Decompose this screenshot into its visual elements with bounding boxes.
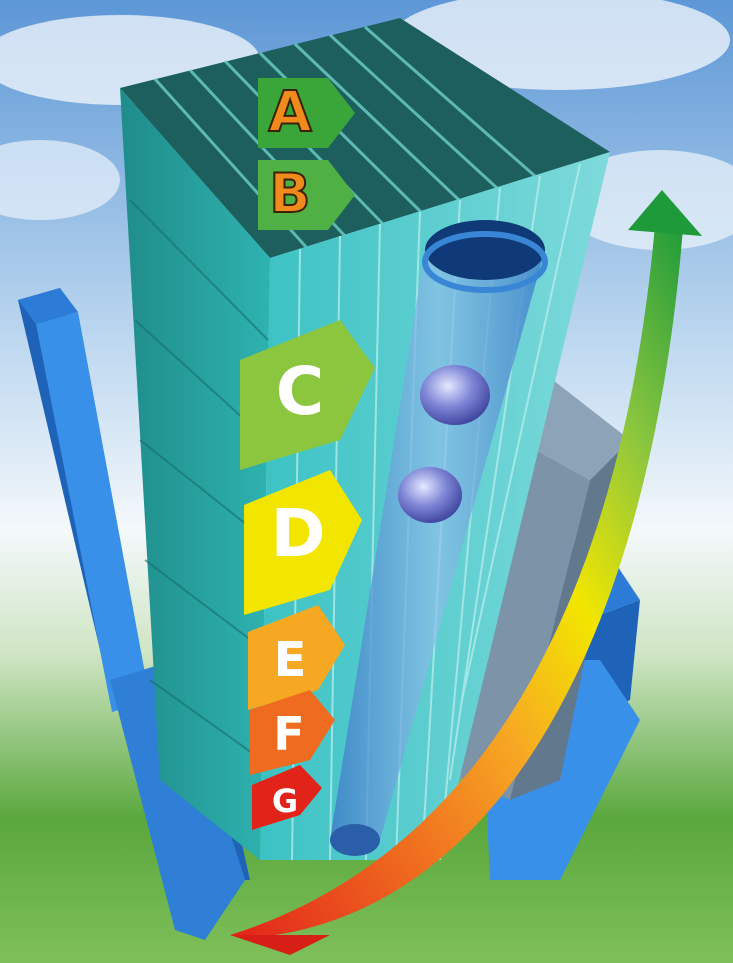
energy-label-f: F xyxy=(250,690,335,775)
label-tag-g xyxy=(252,765,322,830)
energy-label-g: G xyxy=(252,765,322,830)
label-letter-b: B xyxy=(269,162,310,225)
label-letter-a: A xyxy=(268,80,312,145)
energy-label-b: B xyxy=(258,160,355,230)
label-letter-e: E xyxy=(274,632,307,688)
label-tag-b xyxy=(258,160,355,230)
energy-label-d: D xyxy=(244,470,362,615)
label-letter-g: G xyxy=(272,782,298,820)
label-tag-c xyxy=(240,320,375,470)
energy-label-e: E xyxy=(248,605,345,710)
efficiency-arrow-icon xyxy=(230,190,702,955)
sphere-lower xyxy=(398,467,462,523)
energy-label-a: A xyxy=(258,78,355,148)
sphere-upper xyxy=(420,365,490,425)
label-tag-e xyxy=(248,605,345,710)
tower-left-face xyxy=(120,88,270,860)
label-tag-d xyxy=(244,470,362,615)
label-letter-d: D xyxy=(271,495,326,572)
label-tag-f xyxy=(250,690,335,775)
label-letter-c: C xyxy=(276,353,324,430)
label-letter-f: F xyxy=(273,707,304,761)
energy-label-c: C xyxy=(240,320,375,470)
glass-elevator-tube xyxy=(330,220,548,856)
label-tag-a xyxy=(258,78,355,148)
